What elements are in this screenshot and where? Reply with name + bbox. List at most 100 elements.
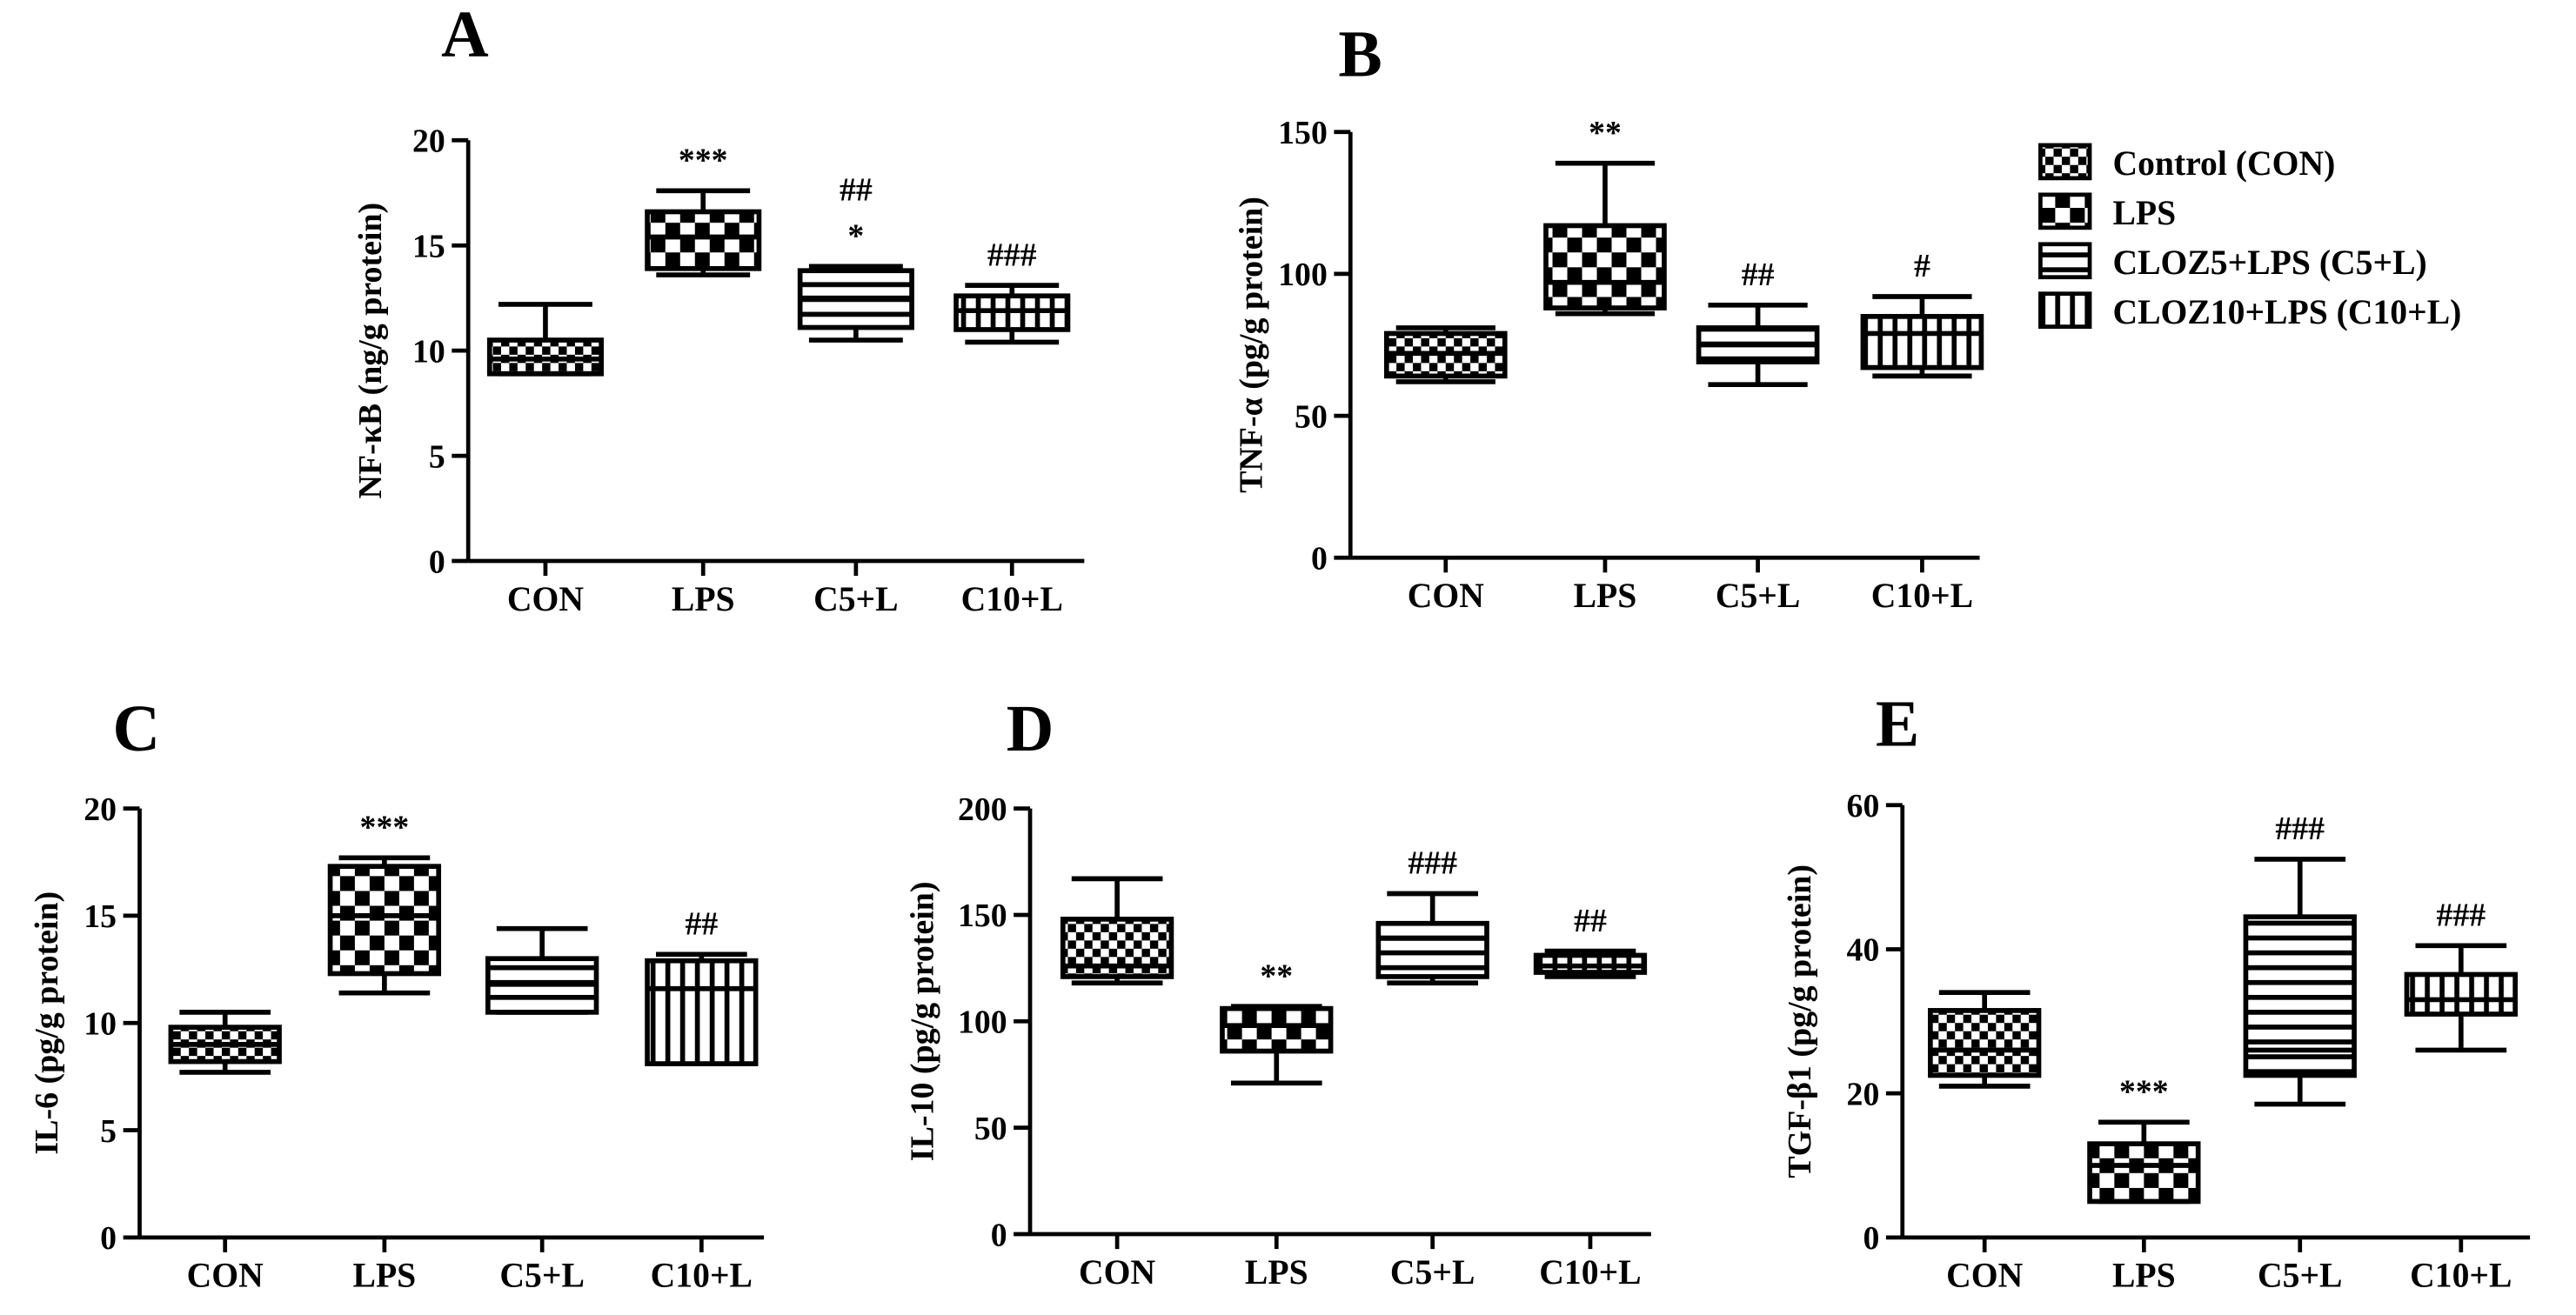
- box-iqr: [645, 209, 762, 271]
- panel-letter: E: [1876, 688, 1919, 760]
- y-axis-title: IL-6 (pg/g protein): [29, 891, 65, 1155]
- legend-label: LPS: [2112, 194, 2176, 232]
- significance-marker: *: [847, 218, 864, 255]
- legend-item: CLOZ10+LPS (C10+L): [2038, 291, 2461, 331]
- y-tick-label: 150: [958, 898, 1007, 934]
- box-group-con: CON: [1928, 990, 2042, 1295]
- box-group-lps: LPS **: [1220, 958, 1334, 1292]
- box-group-c10-l: C10+L #: [1860, 248, 1984, 615]
- x-category-label: LPS: [2112, 1257, 2176, 1295]
- y-tick-label: 0: [1311, 540, 1328, 577]
- y-tick-label: 5: [429, 438, 445, 475]
- panel-scale-group: B 0 50 100 150 TNF-α (pg/g protein) CON LPS ** C5…: [1233, 18, 1984, 615]
- box-iqr: [2087, 1141, 2201, 1205]
- x-category-label: CON: [1946, 1257, 2023, 1295]
- chart-panel-a: A 0 5 10 15 20 NF-κB (ng/g protein) CON LPS *** C5…: [352, 0, 1085, 618]
- x-category-label: LPS: [1245, 1253, 1308, 1292]
- chart-panel-b: B 0 50 100 150 TNF-α (pg/g protein) CON LPS ** C5…: [1233, 18, 1984, 615]
- y-tick-label: 50: [1295, 398, 1328, 435]
- legend-item: CLOZ5+LPS (C5+L): [2038, 242, 2427, 282]
- box-iqr: [1543, 223, 1667, 310]
- y-tick-label: 40: [1847, 932, 1880, 969]
- y-tick-label: 20: [412, 123, 445, 159]
- x-category-label: C5+L: [499, 1257, 584, 1295]
- panel-scale-group: A 0 5 10 15 20 NF-κB (ng/g protein) CON LPS *** C5…: [352, 0, 1085, 618]
- x-category-label: C5+L: [813, 580, 898, 618]
- x-category-label: CON: [187, 1257, 264, 1295]
- y-tick-label: 0: [100, 1220, 117, 1257]
- box-iqr: [1860, 314, 1984, 370]
- y-axis-title: TNF-α (pg/g protein): [1233, 197, 1269, 493]
- panel-letter: B: [1338, 18, 1382, 90]
- box-group-c5-l: C5+L: [485, 925, 599, 1295]
- box-group-c10-l: C10+L ###: [2404, 897, 2518, 1295]
- box-iqr: [1375, 920, 1489, 979]
- panel-scale-group: C 0 5 10 15 20 IL-6 (pg/g protein) CON LPS *** C5+…: [29, 693, 765, 1295]
- legend-swatch: [2038, 291, 2092, 330]
- y-tick-label: 5: [100, 1113, 117, 1150]
- x-category-label: C10+L: [1871, 577, 1973, 615]
- panel-letter: A: [441, 0, 489, 71]
- significance-marker: ###: [2275, 811, 2325, 847]
- significance-marker: ###: [2436, 897, 2486, 933]
- y-tick-label: 20: [84, 791, 117, 828]
- box-iqr: [2404, 971, 2518, 1017]
- y-tick-label: 100: [1278, 257, 1328, 293]
- legend-label: CLOZ5+LPS (C5+L): [2112, 244, 2426, 282]
- box-group-con: CON: [1060, 876, 1174, 1292]
- x-category-label: LPS: [672, 580, 735, 618]
- y-tick-label: 10: [84, 1005, 117, 1042]
- box-group-con: CON: [486, 302, 604, 618]
- box-group-lps: LPS **: [1543, 115, 1667, 615]
- x-category-label: C10+L: [651, 1257, 753, 1295]
- y-tick-label: 100: [958, 1005, 1007, 1041]
- significance-marker: ***: [360, 809, 410, 845]
- box-group-c10-l: C10+L ##: [1533, 903, 1648, 1292]
- box-group-con: CON: [168, 1010, 282, 1295]
- box-group-c5-l: C5+L ###: [2243, 811, 2357, 1295]
- x-category-label: C10+L: [961, 580, 1063, 618]
- x-category-label: C10+L: [2410, 1257, 2512, 1295]
- panel-letter: D: [1007, 693, 1054, 765]
- box-iqr: [1220, 1005, 1334, 1054]
- chart-panel-d: D 0 50 100 150 200 IL-10 (pg/g protein) CON LPS *…: [905, 693, 1651, 1292]
- y-tick-label: 50: [974, 1111, 1007, 1147]
- legend-scale-group: Control (CON) LPS CLOZ5+LPS (C5+L) CLOZ10+L…: [2038, 143, 2461, 331]
- legend-swatch: [2038, 242, 2092, 280]
- y-tick-label: 0: [429, 544, 445, 580]
- box-group-lps: LPS ***: [645, 142, 762, 618]
- significance-marker: ##: [1742, 257, 1775, 293]
- box-iqr: [1928, 1008, 2042, 1078]
- chart-panel-e: E 0 20 40 60 TGF-β1 (pg/g protein) CON LPS *** C5…: [1782, 688, 2531, 1295]
- x-category-label: C5+L: [1716, 577, 1800, 615]
- y-tick-label: 10: [412, 333, 445, 370]
- y-tick-label: 0: [1863, 1220, 1879, 1257]
- y-axis-title: IL-10 (pg/g protein): [905, 881, 941, 1161]
- legend-label: Control (CON): [2112, 144, 2335, 183]
- box-group-con: CON: [1383, 325, 1508, 615]
- box-iqr: [645, 958, 759, 1066]
- significance-marker: #: [1914, 248, 1930, 284]
- legend-label: CLOZ10+LPS (C10+L): [2112, 293, 2461, 331]
- box-group-c5-l: C5+L ##: [1696, 257, 1820, 615]
- significance-marker: ***: [679, 142, 728, 178]
- significance-marker: ###: [987, 237, 1037, 273]
- x-category-label: CON: [1079, 1253, 1155, 1292]
- y-tick-label: 15: [84, 898, 117, 935]
- significance-marker: ###: [1408, 845, 1457, 882]
- box-iqr: [327, 864, 442, 977]
- panel-scale-group: D 0 50 100 150 200 IL-10 (pg/g protein) CON LPS *…: [905, 693, 1651, 1292]
- y-axis-title: NF-κB (ng/g protein): [352, 203, 389, 499]
- significance-marker: ##: [1574, 903, 1607, 939]
- legend-swatch: [2038, 192, 2092, 230]
- significance-marker: **: [1589, 115, 1622, 151]
- significance-marker: **: [1260, 958, 1293, 994]
- panel-letter: C: [112, 693, 160, 765]
- x-category-label: CON: [507, 580, 584, 618]
- box-group-c5-l: C5+L ###: [1375, 845, 1489, 1292]
- box-group-lps: LPS ***: [2087, 1073, 2201, 1295]
- y-tick-label: 150: [1278, 115, 1328, 151]
- legend-item: LPS: [2038, 192, 2176, 232]
- x-category-label: LPS: [1574, 577, 1637, 615]
- legend-item: Control (CON): [2038, 143, 2335, 183]
